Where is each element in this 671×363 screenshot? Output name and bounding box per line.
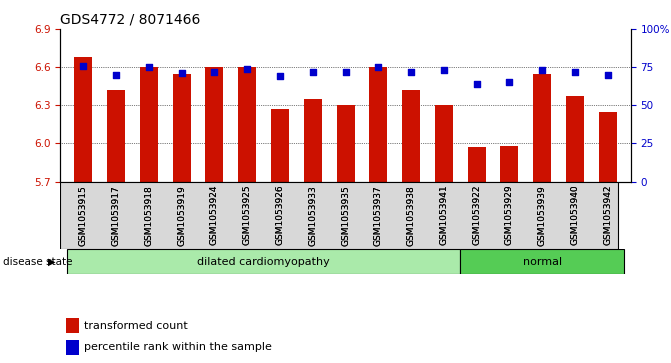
Text: GSM1053933: GSM1053933 — [308, 185, 317, 246]
Point — [242, 66, 252, 72]
Text: GSM1053926: GSM1053926 — [276, 185, 285, 245]
Point — [439, 67, 450, 73]
Bar — [66, 339, 79, 355]
Text: GSM1053925: GSM1053925 — [243, 185, 252, 245]
Bar — [74, 57, 93, 182]
Text: GSM1053919: GSM1053919 — [177, 185, 186, 246]
Text: GSM1053935: GSM1053935 — [341, 185, 350, 246]
Text: GSM1053941: GSM1053941 — [440, 185, 448, 245]
Text: GSM1053929: GSM1053929 — [505, 185, 514, 245]
Point — [307, 69, 318, 75]
Point — [373, 64, 384, 70]
Bar — [468, 147, 486, 182]
Bar — [460, 249, 624, 274]
Text: GSM1053935: GSM1053935 — [341, 185, 350, 246]
Point — [537, 67, 548, 73]
Bar — [304, 99, 322, 182]
Bar — [435, 105, 453, 182]
Point — [274, 73, 285, 79]
Bar — [67, 249, 460, 274]
Text: GSM1053939: GSM1053939 — [537, 185, 547, 246]
Bar — [501, 146, 519, 182]
Text: GSM1053917: GSM1053917 — [111, 185, 121, 246]
Text: GSM1053924: GSM1053924 — [210, 185, 219, 245]
Text: GSM1053919: GSM1053919 — [177, 185, 186, 246]
Point — [603, 72, 613, 78]
Point — [111, 72, 121, 78]
Bar — [337, 105, 354, 182]
Bar — [369, 67, 387, 182]
Text: GDS4772 / 8071466: GDS4772 / 8071466 — [60, 12, 201, 26]
Text: GSM1053942: GSM1053942 — [603, 185, 613, 245]
Text: GSM1053942: GSM1053942 — [603, 185, 613, 245]
Text: GSM1053933: GSM1053933 — [308, 185, 317, 246]
Text: GSM1053915: GSM1053915 — [79, 185, 88, 246]
Text: GSM1053929: GSM1053929 — [505, 185, 514, 245]
Text: GSM1053922: GSM1053922 — [472, 185, 481, 245]
Text: GSM1053924: GSM1053924 — [210, 185, 219, 245]
Bar — [172, 74, 191, 182]
Point — [176, 70, 187, 76]
Bar — [140, 67, 158, 182]
Text: GSM1053937: GSM1053937 — [374, 185, 383, 246]
Text: GSM1053938: GSM1053938 — [407, 185, 415, 246]
Point — [340, 69, 351, 75]
Point — [471, 81, 482, 87]
Text: GSM1053918: GSM1053918 — [144, 185, 154, 246]
Text: GSM1053940: GSM1053940 — [570, 185, 580, 245]
Text: dilated cardiomyopathy: dilated cardiomyopathy — [197, 257, 330, 267]
Text: percentile rank within the sample: percentile rank within the sample — [85, 342, 272, 352]
Text: ▶: ▶ — [48, 257, 56, 267]
Text: GSM1053926: GSM1053926 — [276, 185, 285, 245]
Text: GSM1053937: GSM1053937 — [374, 185, 383, 246]
Text: normal: normal — [523, 257, 562, 267]
Point — [504, 79, 515, 85]
Text: GSM1053918: GSM1053918 — [144, 185, 154, 246]
Text: transformed count: transformed count — [85, 321, 188, 331]
Text: GSM1053925: GSM1053925 — [243, 185, 252, 245]
Bar — [238, 67, 256, 182]
Bar — [271, 109, 289, 182]
Point — [144, 64, 154, 70]
Point — [209, 69, 220, 75]
Point — [570, 69, 580, 75]
Bar — [66, 318, 79, 333]
Text: GSM1053941: GSM1053941 — [440, 185, 448, 245]
Point — [78, 63, 89, 69]
Bar — [533, 74, 552, 182]
Text: GSM1053938: GSM1053938 — [407, 185, 415, 246]
Text: GSM1053915: GSM1053915 — [79, 185, 88, 246]
Point — [406, 69, 417, 75]
Bar — [205, 67, 223, 182]
Bar — [107, 90, 125, 182]
Text: GSM1053939: GSM1053939 — [537, 185, 547, 246]
Text: GSM1053940: GSM1053940 — [570, 185, 580, 245]
Bar — [402, 90, 420, 182]
Text: GSM1053922: GSM1053922 — [472, 185, 481, 245]
Bar — [566, 97, 584, 182]
Text: GSM1053917: GSM1053917 — [111, 185, 121, 246]
Bar — [599, 112, 617, 182]
Text: disease state: disease state — [3, 257, 73, 267]
